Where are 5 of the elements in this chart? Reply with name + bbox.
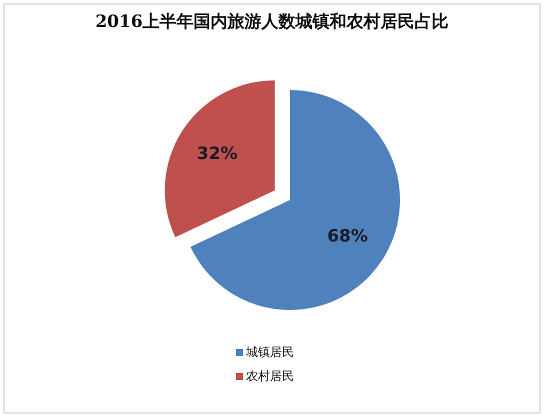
data-label: 68% (327, 226, 368, 247)
data-label: 32% (196, 144, 238, 164)
chart-title: 2016上半年国内旅游人数城镇和农村居民占比 (95, 12, 449, 32)
legend-label: 城镇居民 (245, 345, 294, 359)
legend-label: 农村居民 (246, 369, 294, 383)
